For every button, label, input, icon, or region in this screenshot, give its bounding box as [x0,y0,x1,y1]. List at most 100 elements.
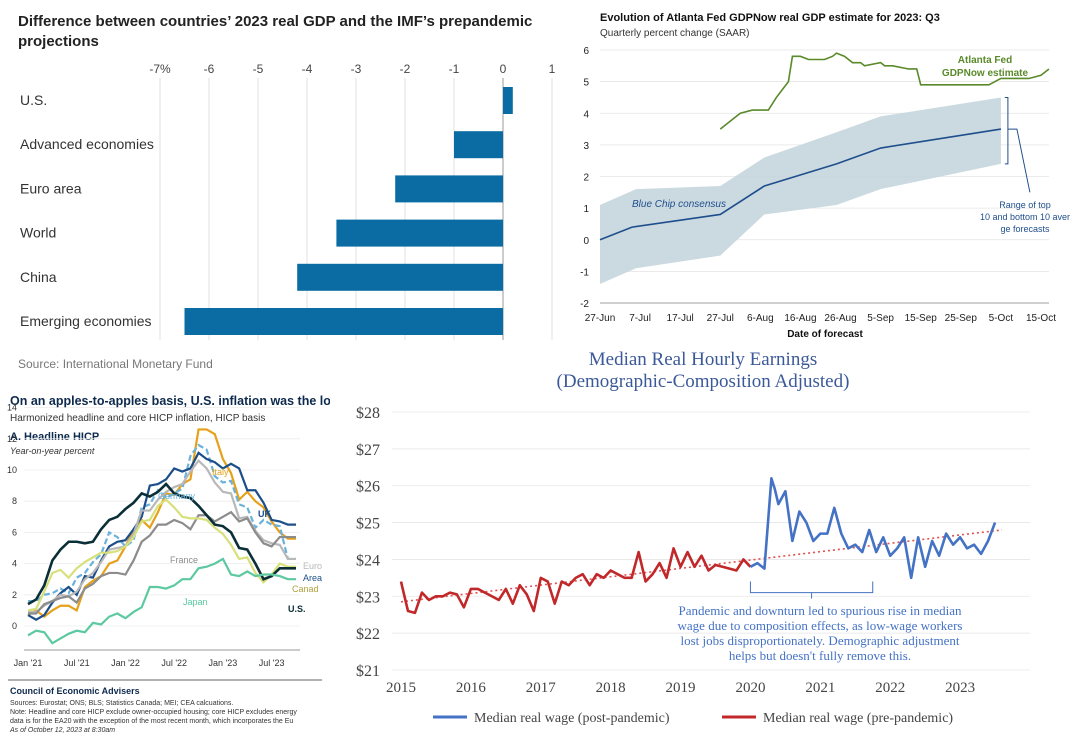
hicp-footer-note1: Note: Headline and core HICP exclude own… [10,709,297,716]
hicp-gridlines [24,407,300,651]
imf-tick-label: -3 [351,62,362,76]
imf-tick-label: -5 [253,62,264,76]
hicp-series-label: Canad [292,584,319,594]
range-bracket [1004,96,1009,165]
annotation-text-line: wage due to composition effects, as low-… [678,618,963,633]
hicp-series-label: Euro [303,561,322,571]
imf-category-label: U.S. [20,92,47,108]
earnings-y-tick-label: $26 [356,479,380,496]
annotation-text-line: lost jobs disproportionately. Demographi… [681,633,960,648]
hicp-x-tick-label: Jul '21 [64,658,90,668]
bluechip-annotation: Blue Chip consensus [632,199,726,210]
hicp-y-tick-label: 14 [7,403,17,413]
earnings-x-tick-label: 2018 [596,680,626,696]
earnings-x-tick-label: 2020 [735,680,765,696]
gdpnow-xlabel: Date of forecast [787,329,863,340]
earnings-y-tick-label: $22 [356,626,380,643]
hicp-y-tick-label: 12 [7,434,17,444]
imf-category-label: Euro area [20,180,82,196]
median-earnings-chart: Median Real Hourly Earnings (Demographic… [330,345,1075,739]
hicp-y-tick-label: 2 [12,590,17,600]
imf-category-label: World [20,225,56,241]
annotation-bracket [749,581,874,594]
gdpnow-subtitle: Quarterly percent change (SAAR) [600,28,750,39]
gdpnow-x-tick-label: 16-Aug [784,313,816,324]
gdpnow-x-tick-label: 6-Aug [747,313,774,324]
hicp-y-tick-label: 8 [12,496,17,506]
forecast-range-band [600,97,1001,285]
imf-category-label: Emerging economies [20,313,152,329]
hicp-y-tick-label: 10 [7,465,17,475]
hicp-footer-note2: data is for the EA20 with the exception … [10,718,293,725]
range-annotation-line1: Range of top [999,200,1051,210]
earnings-x-tick-label: 2017 [526,680,557,696]
gdpnow-y-tick-label: 4 [583,109,589,120]
earnings-legend: Median real wage (post-pandemic) Median r… [433,711,953,726]
hicp-footer-asof: As of October 12, 2023 at 8:30am [9,727,115,734]
gdpnow-chart: Evolution of Atlanta Fed GDPNow real GDP… [565,0,1075,345]
imf-gdp-bar-chart: Difference between countries’ 2023 real … [0,0,565,380]
range-leader-line [1007,128,1031,193]
imf-category-label: Advanced economies [20,136,154,152]
earnings-series-line [749,477,997,580]
gdpnow-x-tick-label: 27-Jun [585,313,616,324]
earnings-y-ticks: $21 $22 $23 $24 $25 $26 $27 $28 [356,405,380,680]
gdpnow-x-tick-label: 5-Sep [867,313,894,324]
hicp-x-tick-label: Jul '23 [259,658,285,668]
earnings-annotation: Pandemic and downturn led to spurious ri… [678,581,963,663]
imf-bar [336,219,503,247]
imf-tick-label: -2 [400,62,411,76]
hicp-x-tick-label: Jan '23 [209,658,238,668]
hicp-series-line [28,458,296,614]
gdpnow-x-tick-label: 26-Aug [824,313,856,324]
earnings-y-tick-label: $23 [356,589,380,606]
gdpnow-x-tick-label: 7-Jul [629,313,651,324]
range-annotation-line2: 10 and bottom 10 aver [980,212,1070,222]
imf-tick-label: -4 [302,62,313,76]
hicp-x-tick-label: Jan '22 [111,658,140,668]
median-earnings-svg: Median Real Hourly Earnings (Demographic… [356,349,1030,726]
hicp-ylabel: Year-on-year percent [10,446,95,456]
hicp-series-line [27,451,296,622]
gdpnow-title: Evolution of Atlanta Fed GDPNow real GDP… [600,12,940,24]
gdpnow-x-tick-label: 5-Oct [989,313,1014,324]
gdpnow-plot-area [599,52,1050,285]
hicp-series-label: U.S. [288,604,306,614]
gdpnow-y-tick-label: 2 [583,173,589,184]
earnings-x-tick-label: 2022 [875,680,905,696]
imf-tick-label: -7% [149,62,171,76]
imf-bars [184,87,513,335]
hicp-series-label: Area [303,573,322,583]
earnings-trend-line [400,529,1003,603]
gdpnow-y-tick-label: 6 [583,46,589,57]
imf-gridlines [159,78,553,340]
earnings-x-tick-label: 2019 [666,680,696,696]
gdpnow-y-tick-label: 3 [583,141,589,152]
gdpnow-x-tick-label: 25-Sep [945,313,978,324]
hicp-series-line [28,510,296,615]
imf-tick-label: 1 [549,62,556,76]
hicp-y-ticks: 0 2 4 6 8 10 12 14 [7,403,17,631]
gdpnow-annotation-line1: Atlanta Fed [958,55,1012,66]
imf-bar [454,131,503,159]
hicp-plot-area [27,428,296,645]
hicp-series-label: Italy [212,467,229,477]
gdpnow-y-tick-label: -1 [580,267,589,278]
range-annotation-line3: ge forecasts [1000,224,1050,234]
imf-bar [503,87,513,114]
hicp-y-tick-label: 0 [12,621,17,631]
hicp-series-line [27,482,296,606]
gdpnow-svg: Evolution of Atlanta Fed GDPNow real GDP… [580,12,1070,340]
gdpnow-y-tick-label: 0 [583,236,589,247]
imf-bar [184,308,503,335]
imf-bar [395,175,503,203]
earnings-gridlines [392,411,1030,671]
earnings-y-tick-label: $21 [356,663,380,680]
earnings-y-tick-label: $27 [356,442,380,459]
hicp-y-tick-label: 6 [12,527,17,537]
gdpnow-x-ticks: 27-Jun 7-Jul 17-Jul 27-Jul 6-Aug 16-Aug 26-Aug… [585,313,1056,324]
hicp-series-line [27,498,296,612]
gdpnow-y-tick-label: 1 [583,204,589,215]
earnings-series-line [399,547,752,615]
